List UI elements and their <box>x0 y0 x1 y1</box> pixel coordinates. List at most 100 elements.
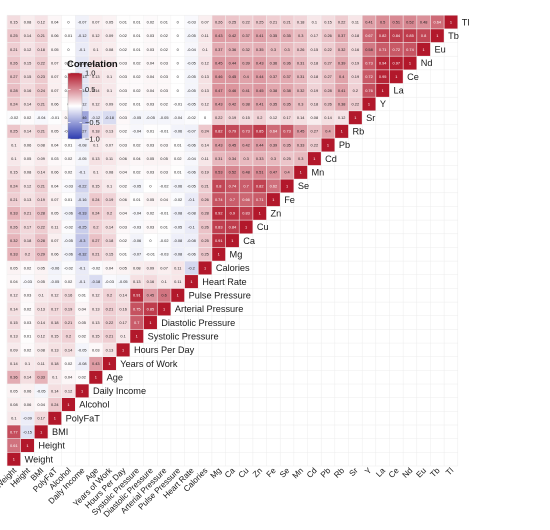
heatmap-cell <box>75 29 89 43</box>
cell-value-label: 0.02 <box>174 156 182 161</box>
cell-value-label: 0.52 <box>229 170 237 175</box>
heatmap-cell <box>321 111 335 125</box>
heatmap-cell <box>48 138 62 152</box>
cell-value-label: -0.05 <box>187 101 196 106</box>
heatmap-cell <box>239 152 253 166</box>
heatmap-cell <box>75 42 89 56</box>
heatmap-cell <box>102 124 116 138</box>
heatmap-cell <box>89 124 103 138</box>
cell-value-label: 0.02 <box>133 142 141 147</box>
row-label: Ce <box>407 72 419 82</box>
heatmap-cell <box>212 206 226 220</box>
cell-value-label: 0.13 <box>92 60 100 65</box>
row-label: Rb <box>353 127 365 137</box>
heatmap-cell <box>116 288 130 302</box>
heatmap-cell <box>89 206 103 220</box>
column-label: Fe <box>265 466 278 479</box>
cell-value-label: 0.31 <box>297 60 305 65</box>
heatmap-cell <box>61 261 75 275</box>
heatmap-cell <box>75 138 89 152</box>
heatmap-cell <box>253 97 267 111</box>
heatmap-cell <box>280 165 294 179</box>
cell-value-label: 0.84 <box>229 224 237 229</box>
cell-value-label: 0 <box>149 183 152 188</box>
row-label: Pb <box>339 140 350 150</box>
heatmap-cell <box>212 15 226 29</box>
heatmap-cell <box>184 56 198 70</box>
cell-value-label: 0.41 <box>365 19 373 24</box>
cell-value-label: 0.21 <box>270 19 278 24</box>
heatmap-cell <box>171 234 185 248</box>
heatmap-cell <box>266 138 280 152</box>
cell-value-label: -0.05 <box>50 279 59 284</box>
cell-value-label: -0.03 <box>64 183 73 188</box>
cell-value-label: -0.03 <box>23 279 32 284</box>
cell-value-label: 0.1 <box>11 156 16 161</box>
heatmap-cell <box>335 70 349 84</box>
cell-value-label: 0.15 <box>106 252 114 257</box>
heatmap-cell <box>20 398 35 412</box>
heatmap-cell <box>376 29 390 43</box>
cell-value-label: 0.44 <box>256 142 264 147</box>
cell-value-label: 0.13 <box>133 279 141 284</box>
cell-value-label: 0.28 <box>37 211 45 216</box>
heatmap-cell <box>48 329 62 343</box>
heatmap-cell <box>184 206 198 220</box>
row-label: Cd <box>325 154 337 164</box>
cell-value-label: 0.12 <box>10 293 18 298</box>
heatmap-cell <box>102 56 116 70</box>
heatmap-cell <box>130 261 144 275</box>
heatmap-cell <box>20 438 35 453</box>
row-label: Fe <box>284 195 295 205</box>
cell-value-label: 1 <box>231 238 233 243</box>
cell-value-label: -0.1 <box>79 279 86 284</box>
cell-value-label: 0.14 <box>201 142 209 147</box>
heatmap-cell <box>294 83 308 97</box>
heatmap-cell <box>198 83 212 97</box>
cell-value-label: 0.01 <box>133 101 141 106</box>
cell-value-label: -0.06 <box>187 142 196 147</box>
cell-value-label: 0.03 <box>24 293 32 298</box>
heatmap-cell <box>116 97 130 111</box>
heatmap-cell <box>7 97 21 111</box>
heatmap-cell <box>294 56 308 70</box>
cell-value-label: 0.91 <box>133 293 141 298</box>
cell-value-label: 0.04 <box>147 88 155 93</box>
heatmap-cell <box>116 261 130 275</box>
heatmap-cell <box>348 56 362 70</box>
cell-value-label: 0.11 <box>201 156 208 161</box>
cell-value-label: -0.03 <box>132 224 141 229</box>
cell-value-label: 0.45 <box>229 142 237 147</box>
heatmap-cell <box>253 70 267 84</box>
cell-value-label: 0.79 <box>229 129 237 134</box>
heatmap-cell <box>403 29 417 43</box>
row-label: Age <box>107 372 123 382</box>
cell-value-label: 0.45 <box>147 293 155 298</box>
cell-value-label: 0.07 <box>106 142 114 147</box>
heatmap-cell <box>75 357 89 371</box>
cell-value-label: -0.07 <box>78 19 87 24</box>
heatmap-cell <box>225 83 239 97</box>
cell-value-label: 0.07 <box>51 74 59 79</box>
row-label: Diastolic Pressure <box>161 318 235 328</box>
row-label: Systolic Pressure <box>148 331 219 341</box>
heatmap-cell <box>198 29 212 43</box>
cell-value-label: -0.33 <box>78 211 87 216</box>
cell-value-label: 0.1 <box>107 88 112 93</box>
cell-value-label: 0.22 <box>311 142 319 147</box>
cell-value-label: -0.02 <box>91 265 100 270</box>
row-label: Alcohol <box>79 400 109 410</box>
heatmap-cell <box>212 247 226 261</box>
cell-value-label: 0.06 <box>119 197 127 202</box>
cell-value-label: 0.07 <box>51 60 59 65</box>
cell-value-label: 0.01 <box>160 19 168 24</box>
cell-value-label: 0.42 <box>229 33 237 38</box>
cell-value-label: 0.1 <box>161 279 166 284</box>
cell-value-label: 0.37 <box>242 33 250 38</box>
heatmap-cell <box>7 56 21 70</box>
cell-value-label: 0.6 <box>161 293 166 298</box>
heatmap-cell <box>20 329 35 343</box>
cell-value-label: 0.19 <box>352 60 360 65</box>
cell-value-label: 0.13 <box>106 129 114 134</box>
column-label: Cu <box>237 466 251 480</box>
